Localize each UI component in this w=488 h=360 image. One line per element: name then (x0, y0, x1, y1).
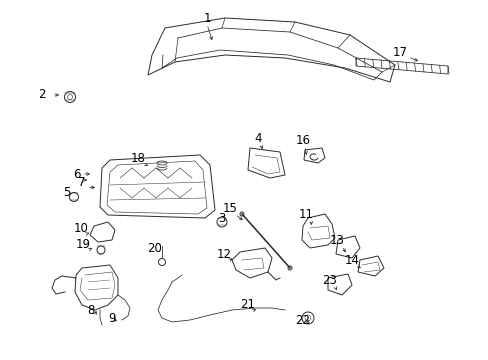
Text: 8: 8 (87, 303, 95, 316)
Text: 6: 6 (73, 167, 81, 180)
Text: 22: 22 (295, 314, 310, 327)
Text: 23: 23 (322, 274, 337, 287)
Text: 14: 14 (344, 253, 359, 266)
Text: 4: 4 (254, 131, 261, 144)
Text: 16: 16 (295, 134, 310, 147)
Text: 20: 20 (147, 242, 162, 255)
Text: 15: 15 (222, 202, 237, 215)
Text: 2: 2 (38, 89, 46, 102)
Text: 3: 3 (218, 211, 225, 225)
Text: 1: 1 (203, 12, 210, 24)
Text: 5: 5 (63, 185, 71, 198)
Text: 12: 12 (216, 248, 231, 261)
Text: 7: 7 (78, 176, 85, 189)
Text: 13: 13 (329, 234, 344, 247)
Text: 19: 19 (75, 238, 90, 251)
Text: 11: 11 (298, 207, 313, 220)
Text: 18: 18 (130, 152, 145, 165)
Text: 17: 17 (392, 45, 407, 58)
Text: 9: 9 (108, 311, 116, 324)
Text: 10: 10 (73, 221, 88, 234)
Text: 21: 21 (240, 298, 255, 311)
